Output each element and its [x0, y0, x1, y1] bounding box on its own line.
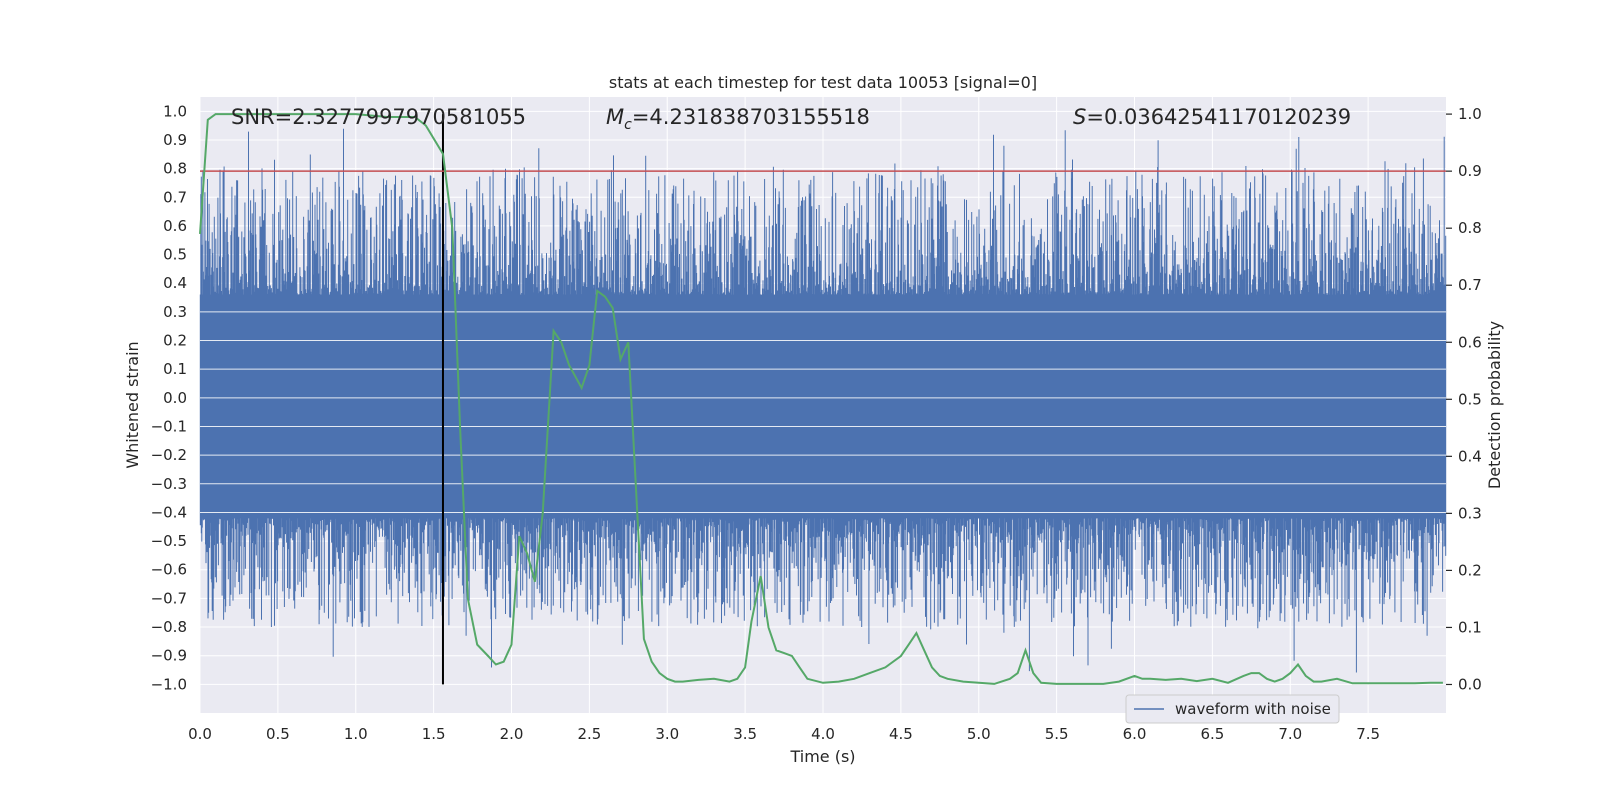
x-tick-label: 0.0 [188, 725, 212, 743]
y-right-tick-label: 0.0 [1458, 675, 1482, 693]
y-left-tick-label: −0.9 [151, 647, 187, 665]
y-right-tick-label: 0.6 [1458, 333, 1482, 351]
x-tick-label: 3.0 [655, 725, 679, 743]
x-tick-label: 2.5 [577, 725, 601, 743]
y-right-tick-label: 0.8 [1458, 219, 1482, 237]
y-left-tick-label: −0.8 [151, 618, 187, 636]
x-tick-label: 4.0 [811, 725, 835, 743]
x-tick-label: 6.0 [1123, 725, 1147, 743]
x-tick-label: 6.5 [1200, 725, 1224, 743]
s-annotation: S=0.03642541170120239 [1073, 105, 1351, 129]
y-left-tick-label: −0.3 [151, 475, 187, 493]
legend-label: waveform with noise [1175, 700, 1331, 718]
y-left-tick-label: −1.0 [151, 675, 187, 693]
s-value: =0.03642541170120239 [1086, 105, 1351, 129]
mc-annotation: Mc=4.231838703155518 [606, 105, 870, 133]
x-tick-label: 7.0 [1278, 725, 1302, 743]
x-tick-label: 5.0 [967, 725, 991, 743]
x-tick-label: 3.5 [733, 725, 757, 743]
x-tick-label: 4.5 [889, 725, 913, 743]
y-left-tick-label: −0.7 [151, 589, 187, 607]
y-left-tick-label: −0.4 [151, 503, 187, 521]
x-tick-label: 5.5 [1045, 725, 1069, 743]
x-axis-label: Time (s) [789, 747, 855, 766]
y-left-tick-label: 0.9 [163, 131, 187, 149]
y-left-tick-label: 0.7 [163, 188, 187, 206]
y-right-tick-label: 0.1 [1458, 618, 1482, 636]
y-left-tick-label: 1.0 [163, 102, 187, 120]
legend-box [1125, 694, 1340, 724]
y-right-axis-ticks: 1.0 0.9 0.8 0.7 0.6 0.5 0.4 0.3 0.2 0.1 0.0 [1446, 105, 1482, 693]
y-left-tick-label: 0.0 [163, 389, 187, 407]
y-left-tick-label: 0.4 [163, 274, 187, 292]
y-left-tick-label: 0.3 [163, 303, 187, 321]
y-left-tick-label: 0.6 [163, 217, 187, 235]
y-left-tick-label: −0.6 [151, 561, 187, 579]
chart-title: stats at each timestep for test data 100… [609, 73, 1037, 92]
x-tick-label: 7.5 [1356, 725, 1380, 743]
legend: waveform with noise [1125, 694, 1340, 724]
s-symbol: S [1073, 105, 1086, 129]
x-tick-label: 0.5 [266, 725, 290, 743]
y-right-axis-label: Detection probability [1485, 321, 1504, 489]
y-left-tick-label: 0.8 [163, 160, 187, 178]
y-right-tick-label: 1.0 [1458, 105, 1482, 123]
y-right-tick-label: 0.9 [1458, 162, 1482, 180]
x-tick-label: 2.0 [500, 725, 524, 743]
y-right-tick-label: 0.3 [1458, 504, 1482, 522]
probability-line [199, 113, 1443, 685]
mc-value: =4.231838703155518 [632, 105, 870, 129]
y-left-tick-label: −0.1 [151, 417, 187, 435]
y-right-tick-label: 0.4 [1458, 447, 1482, 465]
mc-subscript: c [624, 117, 632, 133]
waveform-series [199, 128, 1447, 673]
snr-annotation: SNR=2.3277997970581055 [231, 105, 526, 129]
x-tick-label: 1.5 [422, 725, 446, 743]
mc-symbol: M [606, 105, 624, 129]
y-right-tick-label: 0.2 [1458, 561, 1482, 579]
x-axis-ticks: 0.0 0.5 1.0 1.5 2.0 2.5 3.0 3.5 4.0 4.5 5.0 5.5 6.0 6… [188, 725, 1380, 743]
y-left-tick-label: 0.2 [163, 332, 187, 350]
y-left-axis-label: Whitened strain [123, 341, 142, 468]
x-tick-label: 1.0 [344, 725, 368, 743]
waveform-trace [199, 128, 1447, 673]
y-right-tick-label: 0.7 [1458, 276, 1482, 294]
y-left-tick-label: 0.5 [163, 246, 187, 264]
y-right-tick-label: 0.5 [1458, 390, 1482, 408]
y-left-tick-label: 0.1 [163, 360, 187, 378]
y-left-tick-label: −0.2 [151, 446, 187, 464]
y-left-axis-ticks: 1.0 0.9 0.8 0.7 0.6 0.5 0.4 0.3 0.2 0.1 0.0 −0.1 −0.… [151, 102, 187, 693]
y-left-tick-label: −0.5 [151, 532, 187, 550]
